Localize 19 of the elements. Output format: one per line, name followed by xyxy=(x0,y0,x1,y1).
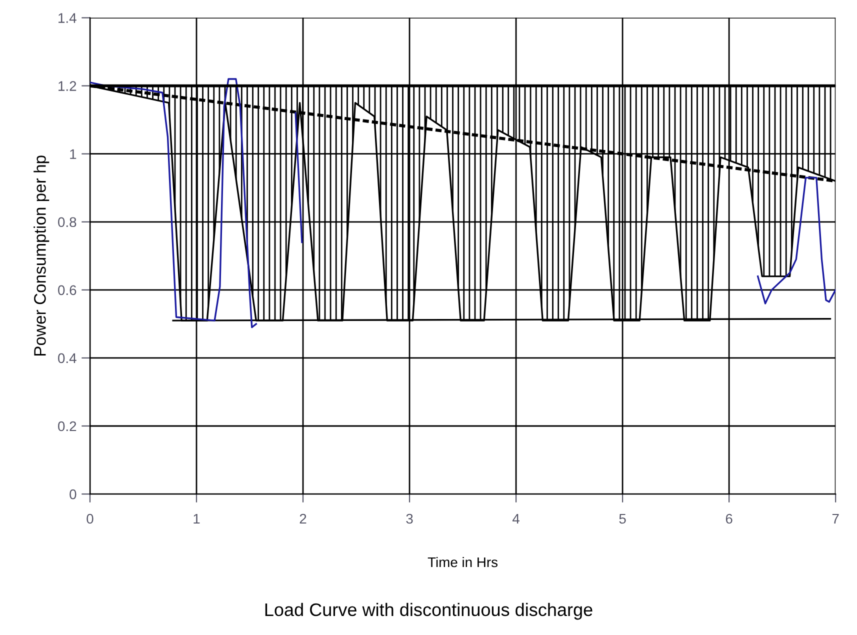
y-tick-label: 1 xyxy=(70,149,76,159)
x-tick-label: 5 xyxy=(619,514,626,524)
x-tick-label: 6 xyxy=(726,514,732,524)
x-tick-label: 7 xyxy=(832,514,839,524)
y-tick-label: 0.8 xyxy=(58,217,76,228)
y-tick-label: 0.2 xyxy=(58,421,76,432)
x-axis-title: Time in Hrs xyxy=(428,556,498,568)
y-tick-label: 1.4 xyxy=(58,13,76,23)
y-tick-label: 0.6 xyxy=(58,285,76,296)
x-tick-label: 2 xyxy=(300,514,306,524)
x-tick-label: 0 xyxy=(86,514,94,524)
x-tick-label: 1 xyxy=(194,514,200,524)
y-tick-label: 0.4 xyxy=(58,353,76,364)
x-tick-label: 4 xyxy=(512,514,520,524)
y-tick-label: 1.2 xyxy=(58,81,76,91)
text: Load Curve with discontinuous discharge xyxy=(265,602,592,620)
x-tick-label: 3 xyxy=(406,514,413,524)
y-tick-label: 0 xyxy=(70,489,76,500)
y-axis-title: Power Consumption per hp xyxy=(34,156,50,356)
